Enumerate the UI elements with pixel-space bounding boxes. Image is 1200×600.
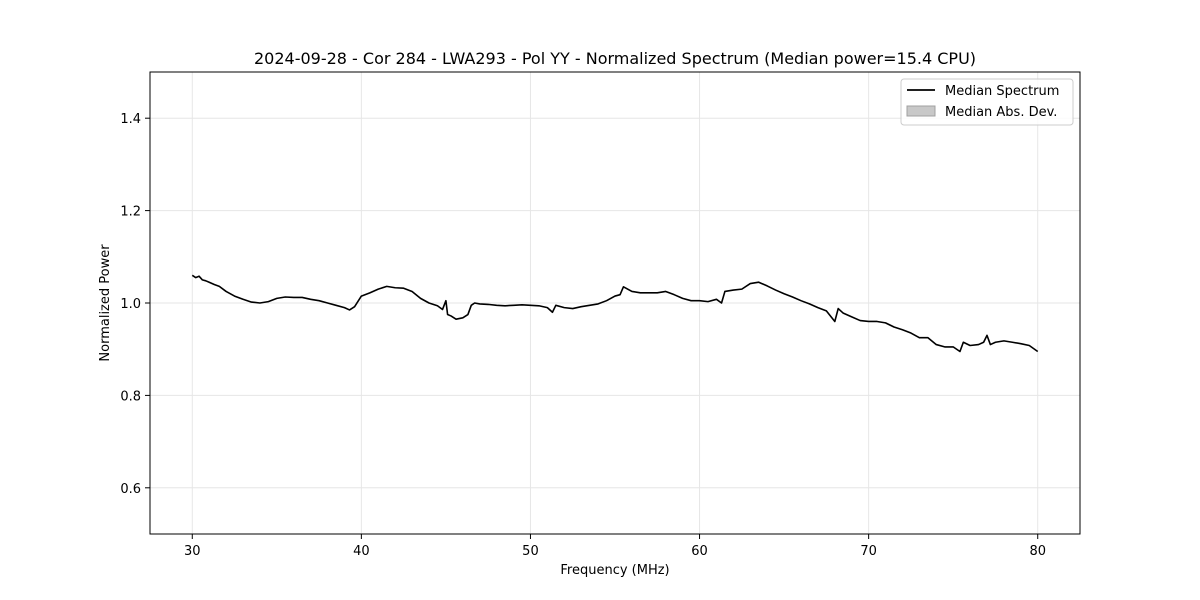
legend-label-median-spectrum: Median Spectrum bbox=[945, 84, 1059, 99]
y-tick-label: 0.6 bbox=[120, 482, 141, 497]
x-tick-label: 30 bbox=[184, 544, 201, 559]
x-tick-label: 70 bbox=[860, 544, 877, 559]
x-axis-label: Frequency (MHz) bbox=[560, 563, 669, 578]
y-tick-label: 1.4 bbox=[120, 112, 141, 127]
y-tick-label: 0.8 bbox=[120, 389, 141, 404]
legend: Median Spectrum Median Abs. Dev. bbox=[900, 78, 1074, 126]
grid bbox=[150, 72, 1080, 534]
y-ticks: 0.6 0.8 1.0 1.2 1.4 bbox=[120, 112, 150, 497]
chart-title: 2024-09-28 - Cor 284 - LWA293 - Pol YY -… bbox=[254, 49, 976, 68]
y-axis-label: Normalized Power bbox=[98, 244, 113, 362]
x-tick-label: 40 bbox=[353, 544, 370, 559]
x-tick-label: 50 bbox=[522, 544, 539, 559]
y-tick-label: 1.0 bbox=[120, 297, 141, 312]
legend-label-median-abs-dev: Median Abs. Dev. bbox=[945, 105, 1057, 120]
x-ticks: 30 40 50 60 70 80 bbox=[184, 534, 1046, 559]
x-tick-label: 80 bbox=[1029, 544, 1046, 559]
legend-box bbox=[900, 78, 1074, 126]
y-tick-label: 1.2 bbox=[120, 205, 141, 220]
median-spectrum-line bbox=[191, 274, 1039, 353]
plot-frame bbox=[149, 71, 1081, 535]
x-tick-label: 60 bbox=[691, 544, 708, 559]
legend-band-swatch bbox=[906, 105, 936, 117]
